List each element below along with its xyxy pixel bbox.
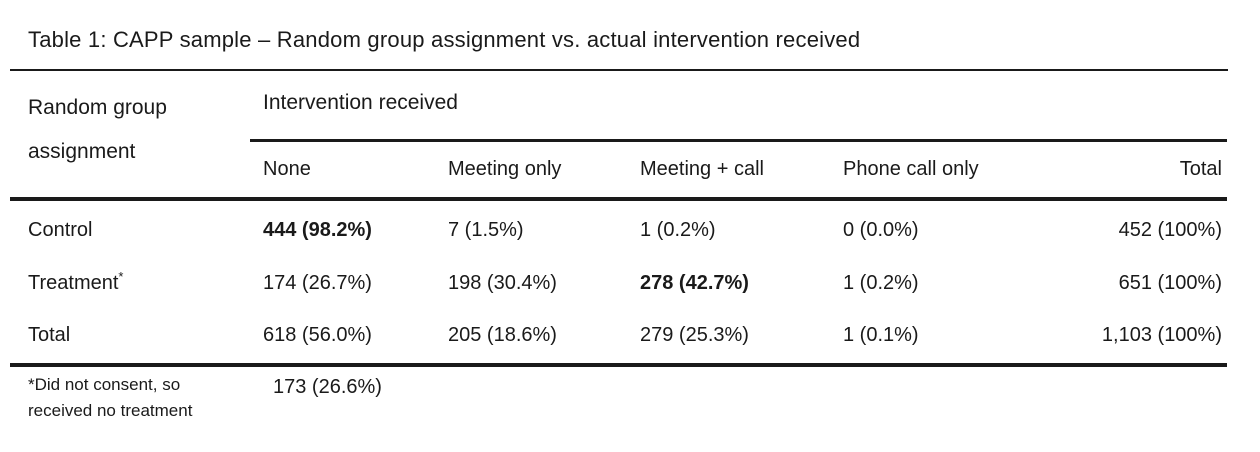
footnote-value: 173 (26.6%) bbox=[273, 376, 382, 398]
cell-treatment-total: 651 (100%) bbox=[1118, 272, 1222, 294]
column-header-meeting-call: Meeting + call bbox=[640, 158, 764, 180]
cell-control-none: 444 (98.2%) bbox=[263, 219, 372, 241]
row-label-treatment: Treatment* bbox=[28, 269, 124, 297]
cell-treatment-phone: 1 (0.2%) bbox=[843, 272, 919, 294]
column-header-meeting-only: Meeting only bbox=[448, 158, 562, 180]
cell-total-total: 1,103 (100%) bbox=[1101, 324, 1222, 346]
cell-control-meeting: 7 (1.5%) bbox=[448, 219, 524, 241]
column-header-none: None bbox=[263, 158, 311, 180]
cell-control-total: 452 (100%) bbox=[1118, 219, 1222, 241]
row-label-text: Total bbox=[28, 324, 71, 346]
row-dimension-header-line1: Random group bbox=[28, 96, 167, 119]
table-title: Table 1: CAPP sample – Random group assi… bbox=[28, 27, 861, 52]
body-footer-divider bbox=[10, 363, 1227, 367]
cell-treatment-none: 174 (26.7%) bbox=[263, 272, 372, 294]
cell-treatment-meeting: 198 (30.4%) bbox=[448, 272, 557, 294]
cell-control-meetcall: 1 (0.2%) bbox=[640, 219, 716, 241]
row-dimension-header-line2: assignment bbox=[28, 140, 136, 163]
cell-total-meetcall: 279 (25.3%) bbox=[640, 324, 749, 346]
cell-treatment-meetcall: 278 (42.7%) bbox=[640, 272, 749, 294]
footnote-line2: received no treatment bbox=[28, 401, 193, 420]
cell-total-none: 618 (56.0%) bbox=[263, 324, 372, 346]
header-body-divider bbox=[10, 197, 1227, 201]
column-header-phone-call-only: Phone call only bbox=[843, 158, 979, 180]
column-group-header: Intervention received bbox=[263, 91, 458, 114]
column-header-total: Total bbox=[1179, 158, 1222, 180]
column-group-divider bbox=[250, 139, 1227, 142]
row-label-total: Total bbox=[28, 323, 70, 349]
row-label-text: Treatment bbox=[28, 272, 119, 294]
cell-total-meeting: 205 (18.6%) bbox=[448, 324, 557, 346]
row-label-superscript: * bbox=[118, 269, 124, 284]
cell-control-phone: 0 (0.0%) bbox=[843, 219, 919, 241]
row-label-text: Control bbox=[28, 219, 93, 241]
cell-total-phone: 1 (0.1%) bbox=[843, 324, 919, 346]
footnote-line1: *Did not consent, so bbox=[28, 375, 181, 394]
row-label-control: Control bbox=[28, 218, 92, 244]
table-footnote: *Did not consent, so received no treatme… bbox=[28, 372, 192, 424]
title-divider bbox=[10, 69, 1228, 71]
